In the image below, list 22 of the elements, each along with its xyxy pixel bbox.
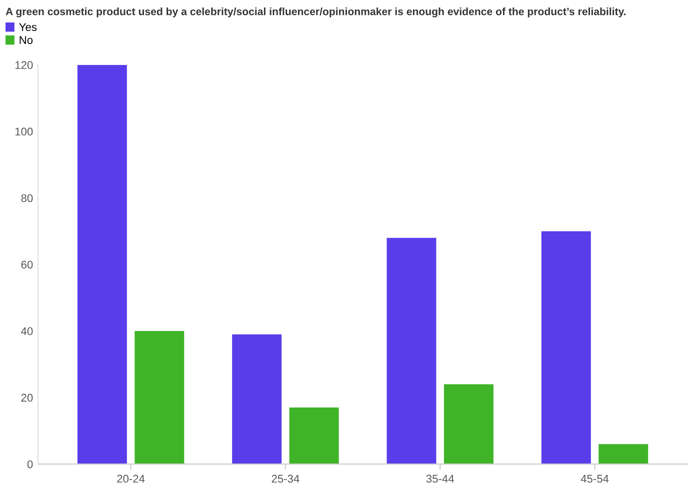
bar <box>232 334 282 464</box>
x-tick-label: 45-54 <box>580 474 609 483</box>
y-tick-label: 120 <box>15 61 33 70</box>
y-tick-label: 0 <box>27 460 33 468</box>
bar <box>386 238 436 464</box>
x-tick-label: 20-24 <box>117 474 145 483</box>
y-tick-label: 40 <box>21 327 33 336</box>
x-tick-label: 25-34 <box>272 474 300 483</box>
chart-title: A green cosmetic product used by a celebrity/social influencer/opinionmaker is enough evidence of the product’s reliability. <box>6 7 626 18</box>
bar <box>598 444 648 464</box>
y-tick-label: 20 <box>21 394 33 402</box>
y-tick-label: 100 <box>15 128 33 136</box>
bar <box>444 384 494 464</box>
bar <box>541 231 591 464</box>
y-tick-label: 60 <box>21 260 33 269</box>
legend-label: Yes <box>19 23 37 32</box>
x-tick-label: 35-44 <box>426 474 454 483</box>
y-tick-label: 80 <box>21 194 33 202</box>
legend-label: No <box>20 36 33 44</box>
bar <box>289 408 339 464</box>
bar <box>134 331 184 464</box>
bar <box>77 64 127 464</box>
